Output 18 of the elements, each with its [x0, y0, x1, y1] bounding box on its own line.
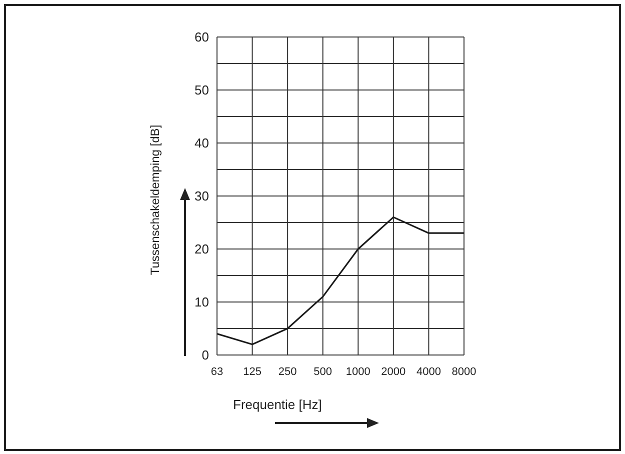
- y-axis-title: Tussenschakeldemping [dB]: [148, 124, 162, 276]
- x-tick-label: 8000: [452, 366, 476, 378]
- x-axis-title: Frequentie [Hz]: [233, 397, 322, 412]
- y-tick-label: 10: [194, 294, 209, 310]
- y-tick-label: 30: [194, 188, 209, 204]
- x-tick-label: 63: [210, 366, 224, 378]
- x-tick-label: 125: [243, 366, 262, 378]
- y-tick-label: 20: [194, 242, 209, 257]
- y-tick-label: 50: [194, 82, 209, 98]
- line-series: [217, 216, 464, 346]
- y-tick-label: 60: [194, 30, 209, 45]
- x-tick-label: 250: [278, 366, 297, 378]
- x-tick-label: 4000: [416, 366, 441, 378]
- x-tick-label: 1000: [346, 366, 370, 378]
- x-tick-label: 500: [314, 366, 332, 378]
- x-tick-label: 2000: [381, 366, 406, 378]
- y-tick-label: 40: [194, 136, 209, 151]
- y-tick-label: 0: [202, 348, 209, 363]
